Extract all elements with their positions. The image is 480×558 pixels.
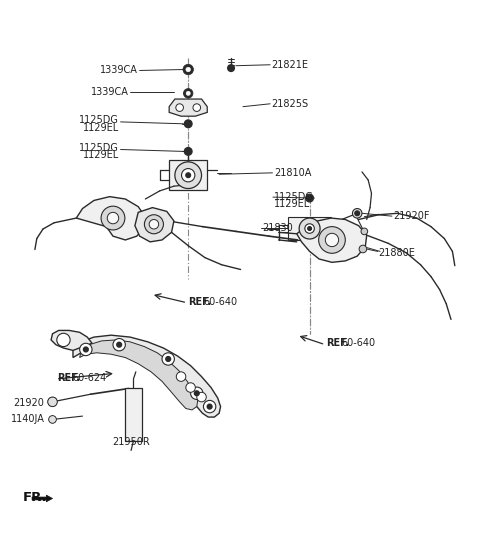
Circle shape: [184, 148, 192, 155]
Text: 1125DG: 1125DG: [79, 116, 119, 126]
Circle shape: [228, 65, 234, 71]
Text: 21825S: 21825S: [272, 99, 309, 109]
Circle shape: [117, 342, 121, 347]
Polygon shape: [135, 208, 174, 242]
Text: 21920: 21920: [13, 398, 45, 408]
Circle shape: [207, 404, 212, 409]
Circle shape: [361, 228, 368, 235]
Circle shape: [48, 397, 57, 406]
Circle shape: [48, 416, 56, 424]
Text: FR.: FR.: [23, 492, 47, 504]
Circle shape: [319, 227, 345, 253]
Text: 1129EL: 1129EL: [83, 150, 119, 160]
Circle shape: [186, 67, 191, 72]
Circle shape: [359, 245, 367, 253]
Circle shape: [149, 219, 159, 229]
Text: REF.: REF.: [188, 297, 211, 307]
Circle shape: [305, 224, 314, 233]
Circle shape: [183, 64, 193, 75]
Circle shape: [186, 91, 191, 95]
Circle shape: [80, 343, 92, 355]
Text: 21920F: 21920F: [393, 211, 430, 221]
Circle shape: [355, 211, 360, 216]
Circle shape: [186, 173, 191, 177]
Circle shape: [197, 392, 206, 402]
Circle shape: [176, 104, 183, 112]
Circle shape: [181, 169, 195, 182]
Text: 60-640: 60-640: [204, 297, 238, 307]
Polygon shape: [288, 217, 331, 240]
Circle shape: [194, 391, 199, 396]
Circle shape: [186, 383, 195, 392]
Text: 60-624: 60-624: [72, 373, 107, 383]
Circle shape: [84, 347, 88, 352]
Circle shape: [48, 397, 57, 407]
Polygon shape: [32, 495, 52, 502]
Text: 1125DG: 1125DG: [79, 143, 119, 153]
Polygon shape: [297, 218, 367, 262]
Circle shape: [299, 218, 320, 239]
Text: 1129EL: 1129EL: [274, 199, 310, 209]
Circle shape: [57, 333, 70, 347]
Polygon shape: [80, 340, 198, 410]
Text: 60-640: 60-640: [341, 338, 376, 348]
Text: 1339CA: 1339CA: [91, 88, 129, 98]
Circle shape: [193, 104, 201, 112]
Text: REF.: REF.: [326, 338, 349, 348]
Text: 21830: 21830: [262, 223, 293, 233]
Polygon shape: [169, 99, 207, 116]
Polygon shape: [73, 335, 221, 417]
Circle shape: [204, 401, 216, 413]
Circle shape: [191, 387, 203, 400]
Circle shape: [183, 89, 193, 98]
Text: 1140JA: 1140JA: [11, 415, 45, 425]
Polygon shape: [51, 330, 92, 350]
Text: 1125DG: 1125DG: [274, 192, 314, 202]
Circle shape: [184, 120, 192, 128]
Circle shape: [107, 213, 119, 224]
Text: REF.: REF.: [57, 373, 81, 383]
Circle shape: [325, 233, 339, 247]
Text: 21950R: 21950R: [112, 437, 150, 447]
Polygon shape: [76, 196, 145, 240]
Circle shape: [162, 353, 174, 365]
Polygon shape: [169, 160, 207, 190]
Text: 1339CA: 1339CA: [100, 65, 138, 75]
Circle shape: [113, 339, 125, 351]
Circle shape: [352, 209, 362, 218]
Text: 1129EL: 1129EL: [83, 123, 119, 133]
Circle shape: [308, 227, 312, 230]
Circle shape: [166, 357, 170, 362]
Text: 21880E: 21880E: [379, 248, 416, 258]
Circle shape: [176, 372, 186, 381]
Circle shape: [144, 215, 164, 234]
Circle shape: [175, 162, 202, 189]
Polygon shape: [125, 388, 142, 441]
Circle shape: [101, 206, 125, 230]
Circle shape: [306, 194, 313, 202]
Text: 21810A: 21810A: [274, 168, 311, 178]
Text: 21821E: 21821E: [272, 60, 309, 70]
Circle shape: [49, 416, 56, 423]
